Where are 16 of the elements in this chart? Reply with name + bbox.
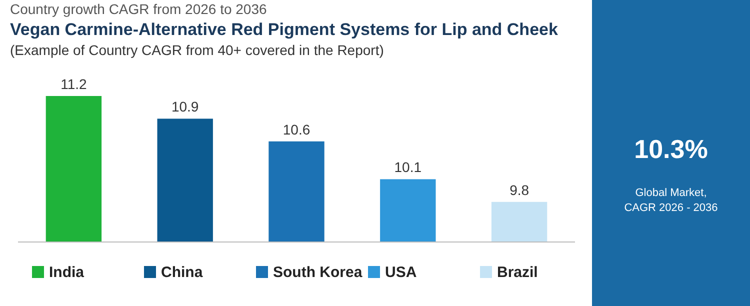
x-tick-label: Brazil xyxy=(497,264,538,281)
data-label: 11.2 xyxy=(60,76,88,92)
text: CAGR 2026 - 2036 xyxy=(624,202,718,214)
x-tick-label: South Korea xyxy=(273,264,363,281)
text: Country growth CAGR from 2026 to 2036 xyxy=(10,1,268,17)
data-label: 10.9 xyxy=(171,98,199,115)
text: 10.3% xyxy=(634,134,708,164)
text: Global Market, xyxy=(635,187,707,199)
x-tick-label: India xyxy=(49,264,85,281)
x-tick-label: China xyxy=(161,264,204,281)
chart-subtitle: (Example of Country CAGR from 40+ covered in the Report) xyxy=(10,42,384,58)
chart-title: Vegan Carmine-Alternative Red Pigment Systems for Lip and Cheek xyxy=(10,20,558,39)
data-label: 10.6 xyxy=(282,121,310,138)
data-label: 9.8 xyxy=(510,182,530,198)
data-label: 10.1 xyxy=(394,159,422,176)
x-tick-label: USA xyxy=(385,264,417,281)
